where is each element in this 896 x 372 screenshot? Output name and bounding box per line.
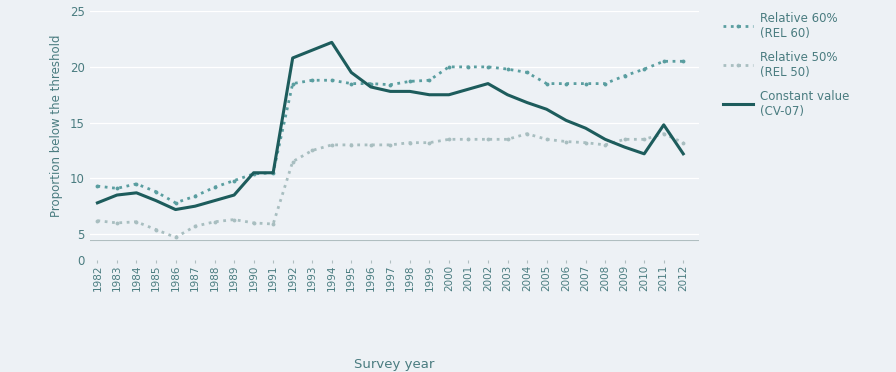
- Relative 60%
(REL 60): [619, 74, 630, 78]
- Relative 50%
(REL 50): [190, 224, 201, 228]
- Relative 50%
(REL 50): [228, 217, 239, 222]
- Constant value
(CV-07): [151, 198, 161, 203]
- Relative 50%
(REL 50): [424, 141, 435, 145]
- Relative 60%
(REL 60): [131, 182, 142, 186]
- Constant value
(CV-07): [561, 118, 572, 123]
- Constant value
(CV-07): [366, 85, 376, 89]
- Constant value
(CV-07): [385, 89, 396, 94]
- Relative 50%
(REL 50): [483, 137, 494, 142]
- Constant value
(CV-07): [483, 81, 494, 86]
- Relative 60%
(REL 60): [326, 78, 337, 83]
- Constant value
(CV-07): [228, 193, 239, 197]
- Relative 50%
(REL 50): [170, 235, 181, 240]
- Relative 50%
(REL 50): [326, 143, 337, 147]
- Constant value
(CV-07): [326, 40, 337, 45]
- Relative 60%
(REL 60): [502, 67, 513, 71]
- Y-axis label: Proportion below the threshold: Proportion below the threshold: [50, 34, 63, 217]
- Relative 60%
(REL 60): [581, 81, 591, 86]
- Relative 50%
(REL 50): [151, 227, 161, 232]
- Relative 60%
(REL 60): [112, 186, 123, 190]
- Constant value
(CV-07): [619, 145, 630, 150]
- Relative 50%
(REL 50): [404, 141, 415, 145]
- Constant value
(CV-07): [599, 137, 610, 142]
- Relative 60%
(REL 60): [678, 59, 689, 64]
- Constant value
(CV-07): [92, 201, 103, 205]
- Constant value
(CV-07): [190, 204, 201, 208]
- Relative 60%
(REL 60): [209, 185, 220, 189]
- Constant value
(CV-07): [463, 87, 474, 92]
- Relative 60%
(REL 60): [483, 65, 494, 69]
- Relative 50%
(REL 50): [112, 221, 123, 225]
- Relative 50%
(REL 50): [599, 143, 610, 147]
- Relative 60%
(REL 60): [385, 83, 396, 87]
- Relative 50%
(REL 50): [541, 137, 552, 142]
- Constant value
(CV-07): [131, 190, 142, 195]
- Constant value
(CV-07): [502, 93, 513, 97]
- Relative 50%
(REL 50): [366, 143, 376, 147]
- Constant value
(CV-07): [521, 100, 532, 105]
- Text: Survey year: Survey year: [354, 358, 435, 371]
- Relative 50%
(REL 50): [209, 219, 220, 224]
- Relative 50%
(REL 50): [678, 141, 689, 145]
- Relative 60%
(REL 60): [306, 78, 317, 83]
- Relative 50%
(REL 50): [248, 221, 259, 225]
- Relative 50%
(REL 50): [306, 148, 317, 153]
- Relative 60%
(REL 60): [190, 194, 201, 198]
- Relative 50%
(REL 50): [521, 132, 532, 136]
- Relative 50%
(REL 50): [581, 141, 591, 145]
- Relative 60%
(REL 60): [268, 170, 279, 175]
- Relative 60%
(REL 60): [404, 79, 415, 84]
- Relative 60%
(REL 60): [366, 81, 376, 86]
- Constant value
(CV-07): [170, 207, 181, 212]
- Relative 50%
(REL 50): [463, 137, 474, 142]
- Constant value
(CV-07): [639, 151, 650, 156]
- Relative 60%
(REL 60): [288, 81, 298, 86]
- Relative 60%
(REL 60): [444, 65, 454, 69]
- Relative 50%
(REL 50): [659, 132, 669, 136]
- Legend: Relative 60%
(REL 60), Relative 50%
(REL 50), Constant value
(CV-07): Relative 60% (REL 60), Relative 50% (REL…: [723, 13, 849, 118]
- Relative 50%
(REL 50): [268, 222, 279, 226]
- Relative 50%
(REL 50): [561, 140, 572, 144]
- Constant value
(CV-07): [288, 56, 298, 60]
- Relative 60%
(REL 60): [463, 65, 474, 69]
- Relative 50%
(REL 50): [92, 218, 103, 223]
- Relative 60%
(REL 60): [659, 59, 669, 64]
- Constant value
(CV-07): [541, 107, 552, 112]
- Relative 60%
(REL 60): [639, 67, 650, 71]
- Relative 60%
(REL 60): [541, 81, 552, 86]
- Relative 60%
(REL 60): [170, 201, 181, 205]
- Constant value
(CV-07): [112, 193, 123, 197]
- Constant value
(CV-07): [444, 93, 454, 97]
- Constant value
(CV-07): [209, 198, 220, 203]
- Relative 50%
(REL 50): [288, 159, 298, 164]
- Relative 60%
(REL 60): [424, 78, 435, 83]
- Constant value
(CV-07): [678, 151, 689, 156]
- Relative 60%
(REL 60): [228, 178, 239, 183]
- Constant value
(CV-07): [581, 126, 591, 131]
- Relative 50%
(REL 50): [385, 143, 396, 147]
- Relative 60%
(REL 60): [248, 171, 259, 176]
- Line: Relative 60%
(REL 60): Relative 60% (REL 60): [96, 60, 685, 205]
- Relative 50%
(REL 50): [131, 219, 142, 224]
- Constant value
(CV-07): [248, 170, 259, 175]
- Relative 50%
(REL 50): [619, 137, 630, 142]
- Constant value
(CV-07): [424, 93, 435, 97]
- Relative 60%
(REL 60): [346, 81, 357, 86]
- Line: Relative 50%
(REL 50): Relative 50% (REL 50): [96, 132, 685, 239]
- Relative 60%
(REL 60): [599, 81, 610, 86]
- Relative 60%
(REL 60): [92, 184, 103, 188]
- Relative 50%
(REL 50): [346, 143, 357, 147]
- Relative 50%
(REL 50): [639, 137, 650, 142]
- Relative 60%
(REL 60): [521, 70, 532, 75]
- Relative 50%
(REL 50): [502, 137, 513, 142]
- Constant value
(CV-07): [268, 170, 279, 175]
- Relative 60%
(REL 60): [151, 189, 161, 194]
- Constant value
(CV-07): [346, 70, 357, 75]
- Constant value
(CV-07): [306, 48, 317, 52]
- Relative 60%
(REL 60): [561, 81, 572, 86]
- Relative 50%
(REL 50): [444, 137, 454, 142]
- Constant value
(CV-07): [404, 89, 415, 94]
- Constant value
(CV-07): [659, 123, 669, 127]
- Line: Constant value
(CV-07): Constant value (CV-07): [98, 42, 684, 209]
